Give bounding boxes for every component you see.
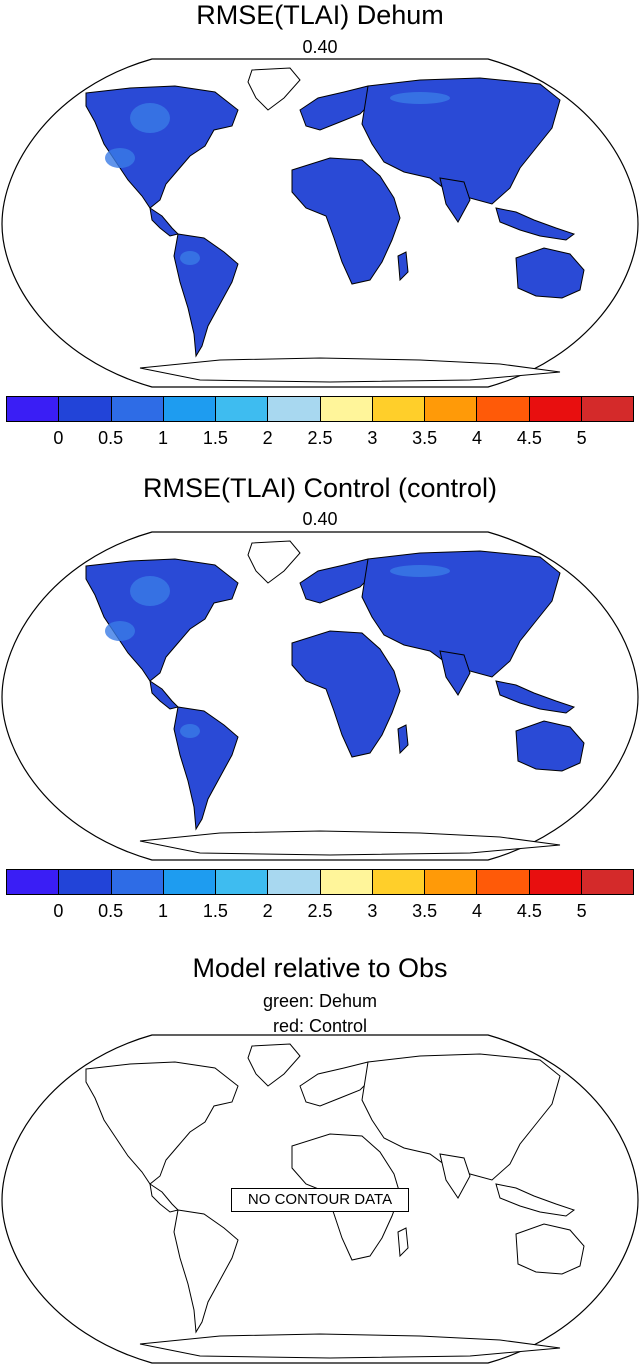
rmse-high-region <box>180 724 200 738</box>
colorbar-tick-label: 1 <box>157 428 169 448</box>
colorbar-box <box>268 397 321 421</box>
colorbar-tick-label: 1 <box>157 901 169 921</box>
greenland-landmass <box>247 67 301 111</box>
colorbar-box <box>7 397 60 421</box>
rmse-high-region <box>105 621 135 641</box>
panel3-title: Model relative to Obs <box>192 953 448 983</box>
panel2-colorbar <box>6 869 634 895</box>
asia-landmass <box>361 550 561 678</box>
africa-landmass <box>291 630 401 758</box>
colorbar-tick-label: 3 <box>367 428 378 448</box>
panel3-line-green: green: Dehum <box>262 991 378 1011</box>
colorbar-tick-label: 0.5 <box>98 901 124 921</box>
colorbar-tick-label: 1.5 <box>202 901 228 921</box>
australia-landmass <box>515 1223 585 1275</box>
colorbar-box <box>529 870 582 894</box>
north-america-landmass <box>85 558 239 682</box>
colorbar-tick-label: 2 <box>262 428 273 448</box>
panel3-line-red: red: Control <box>272 1016 368 1036</box>
colorbar-tick-label: 1.5 <box>202 428 228 448</box>
central-america-landmass <box>149 679 179 710</box>
colorbar-box <box>425 397 478 421</box>
africa-landmass <box>291 157 401 285</box>
colorbar-box <box>581 397 633 421</box>
panel2-title: RMSE(TLAI) Control (control) <box>142 473 498 503</box>
colorbar-tick-label: 2.5 <box>307 428 333 448</box>
colorbar-tick-label: 2.5 <box>307 901 333 921</box>
rmse-high-region <box>130 103 170 133</box>
colorbar-box <box>268 870 321 894</box>
colorbar-tick-label: 3.5 <box>412 428 438 448</box>
panel2-map <box>1 531 639 861</box>
panel1-colorbar <box>6 396 634 422</box>
colorbar-box <box>7 870 60 894</box>
colorbar-tick-label: 3 <box>367 901 378 921</box>
madagascar-landmass <box>397 724 409 755</box>
panel2-colorbar-labels: 0 0.5 1 1.5 2 2.5 3 3.5 4 4.5 5 <box>6 901 634 923</box>
colorbar-tick-label: 0 <box>53 901 64 921</box>
madagascar-landmass <box>397 251 409 282</box>
se-asia-landmass <box>495 1183 576 1217</box>
north-america-landmass <box>85 85 239 209</box>
se-asia-landmass <box>495 207 576 241</box>
madagascar-landmass <box>397 1227 409 1258</box>
panel1-subtitle: 0.40 <box>302 37 338 57</box>
panel1-map <box>1 58 639 388</box>
colorbar-box <box>216 397 269 421</box>
colorbar-box <box>320 870 373 894</box>
australia-landmass <box>515 247 585 299</box>
antarctica-landmass <box>139 357 561 383</box>
colorbar-tick-label: 3.5 <box>412 901 438 921</box>
colorbar-box <box>581 870 633 894</box>
colorbar-tick-label: 4 <box>471 901 483 921</box>
colorbar-box <box>163 870 216 894</box>
colorbar-tick-label: 2 <box>262 901 273 921</box>
panel1-title: RMSE(TLAI) Dehum <box>196 0 444 30</box>
se-asia-landmass <box>495 680 576 714</box>
india-landmass <box>439 177 471 223</box>
colorbar-box <box>425 870 478 894</box>
india-landmass <box>439 1153 471 1199</box>
central-america-landmass <box>149 206 179 237</box>
central-america-landmass <box>149 1182 179 1213</box>
rmse-high-region <box>390 565 450 577</box>
colorbar-box <box>529 397 582 421</box>
colorbar-tick-label: 5 <box>576 428 587 448</box>
colorbar-box <box>477 870 530 894</box>
colorbar-tick-label: 4 <box>471 428 483 448</box>
colorbar-tick-label: 5 <box>576 901 587 921</box>
panel2-subtitle: 0.40 <box>302 509 338 529</box>
colorbar-box <box>163 397 216 421</box>
india-landmass <box>439 650 471 696</box>
rmse-high-region <box>390 92 450 104</box>
colorbar-box <box>59 397 112 421</box>
colorbar-tick-label: 0 <box>53 428 64 448</box>
asia-landmass <box>361 77 561 205</box>
colorbar-box <box>111 870 164 894</box>
colorbar-box <box>372 870 425 894</box>
colorbar-box <box>59 870 112 894</box>
rmse-high-region <box>130 576 170 606</box>
colorbar-box <box>477 397 530 421</box>
colorbar-box <box>320 397 373 421</box>
antarctica-landmass <box>139 830 561 856</box>
antarctica-landmass <box>139 1333 561 1359</box>
rmse-high-region <box>180 251 200 265</box>
colorbar-box <box>372 397 425 421</box>
colorbar-box <box>111 397 164 421</box>
colorbar-tick-label: 4.5 <box>516 428 542 448</box>
colorbar-tick-label: 0.5 <box>98 428 124 448</box>
asia-landmass <box>361 1053 561 1181</box>
colorbar-box <box>216 870 269 894</box>
colorbar-tick-label: 4.5 <box>516 901 542 921</box>
no-contour-data-label: NO CONTOUR DATA <box>231 1188 409 1212</box>
south-america-landmass <box>173 1209 239 1334</box>
rmse-high-region <box>105 148 135 168</box>
greenland-landmass <box>247 540 301 584</box>
north-america-landmass <box>85 1061 239 1185</box>
greenland-landmass <box>247 1043 301 1087</box>
panel1-colorbar-labels: 0 0.5 1 1.5 2 2.5 3 3.5 4 4.5 5 <box>6 428 634 450</box>
australia-landmass <box>515 720 585 772</box>
